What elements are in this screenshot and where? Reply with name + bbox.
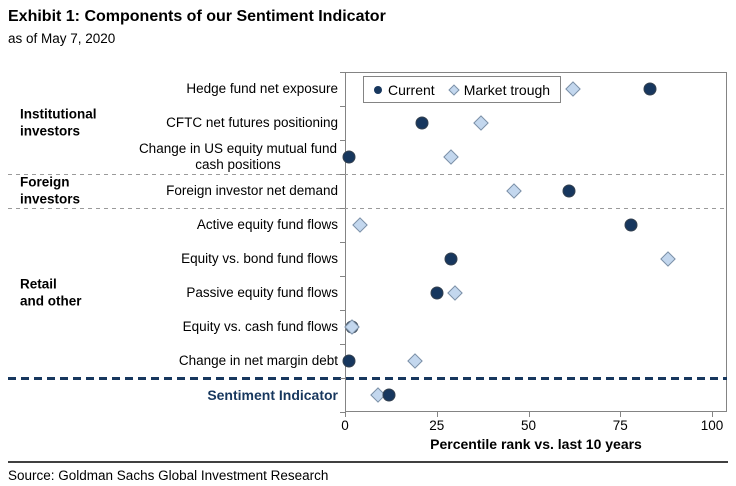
group-label-line: Foreign: [20, 174, 70, 190]
group-label-line: Institutional: [20, 106, 97, 122]
data-point-current: [624, 218, 638, 232]
row-label: Equity vs. cash fund flows: [138, 319, 338, 335]
row-label: Hedge fund net exposure: [138, 81, 338, 97]
group-label: Foreign investors: [20, 175, 80, 208]
row-label: CFTC net futures positioning: [138, 115, 338, 131]
exhibit-title: Exhibit 1: Components of our Sentiment I…: [8, 8, 386, 25]
row-label-text: Active equity fund flows: [196, 217, 338, 232]
data-point-current: [444, 252, 458, 266]
row-label: Active equity fund flows: [138, 217, 338, 233]
x-axis-tick-label: 50: [520, 418, 537, 433]
group-label: Retail and other: [20, 277, 82, 310]
group-label-line: Retail: [20, 276, 57, 292]
plot-area: [345, 72, 727, 412]
x-axis-title: Percentile rank vs. last 10 years: [430, 436, 642, 452]
legend-diamond-icon: [448, 83, 460, 96]
y-axis-tick: [340, 242, 345, 243]
data-point-current: [415, 116, 429, 130]
y-axis-tick: [340, 208, 345, 209]
y-axis-tick: [340, 344, 345, 345]
y-axis-tick: [340, 412, 345, 413]
x-axis-tick: [436, 412, 438, 417]
x-axis-tick: [620, 412, 622, 417]
row-label: Foreign investor net demand: [138, 183, 338, 199]
group-label-line: investors: [20, 191, 81, 206]
x-axis-tick: [345, 412, 346, 417]
data-point-current: [643, 82, 657, 96]
footer-divider: [8, 461, 728, 463]
group-label-line: and other: [20, 293, 82, 308]
y-axis-tick: [340, 106, 345, 107]
legend-label: Current: [388, 81, 435, 98]
row-label-text: Sentiment Indicator: [207, 387, 338, 403]
row-label-text: Foreign investor net demand: [166, 183, 338, 198]
row-label: Equity vs. bond fund flows: [138, 251, 338, 267]
y-axis-tick: [340, 310, 345, 311]
row-label: Change in US equity mutual fund cash pos…: [138, 141, 338, 173]
row-label-text: Change in net margin debt: [178, 353, 338, 368]
exhibit-date: as of May 7, 2020: [8, 31, 116, 46]
legend-item: Current: [374, 82, 435, 98]
group-label-line: investors: [20, 123, 81, 138]
data-point-current: [562, 184, 576, 198]
y-axis-tick: [340, 378, 345, 379]
x-axis-tick-label: 75: [612, 418, 628, 433]
row-label-text: CFTC net futures positioning: [166, 115, 338, 130]
data-point-current: [382, 388, 396, 402]
legend-label: Market trough: [463, 81, 551, 98]
x-axis-tick-label: 0: [341, 418, 349, 433]
y-axis-tick: [340, 72, 345, 73]
source-note: Source: Goldman Sachs Global Investment …: [8, 468, 329, 483]
row-label: Change in net margin debt: [138, 353, 338, 369]
data-point-current: [342, 354, 356, 368]
group-divider-line: [8, 174, 727, 175]
legend: Current Market trough: [363, 76, 562, 103]
x-axis-tick-label: 100: [700, 418, 724, 433]
legend-circle-icon: [374, 85, 382, 94]
group-divider-line: [8, 208, 727, 209]
row-label: Sentiment Indicator: [138, 387, 338, 403]
row-label: Passive equity fund flows: [138, 285, 338, 301]
sentiment-divider-line: [8, 377, 727, 380]
y-axis-tick: [340, 276, 345, 277]
x-axis-tick: [528, 412, 530, 417]
legend-item: Market trough: [448, 81, 551, 98]
y-axis-tick: [340, 140, 345, 141]
data-point-current: [342, 150, 356, 164]
row-label-text: Equity vs. bond fund flows: [181, 251, 338, 266]
group-label: Institutional investors: [20, 107, 97, 140]
row-label-text: Passive equity fund flows: [186, 285, 338, 300]
y-axis-tick: [340, 174, 345, 175]
row-label-text: Equity vs. cash fund flows: [182, 319, 338, 334]
row-label-text: Change in US equity mutual fund cash pos…: [138, 141, 338, 172]
data-point-current: [430, 286, 444, 300]
row-label-text: Hedge fund net exposure: [186, 81, 338, 96]
x-axis-tick-label: 25: [429, 418, 445, 433]
x-axis-tick: [712, 412, 713, 417]
